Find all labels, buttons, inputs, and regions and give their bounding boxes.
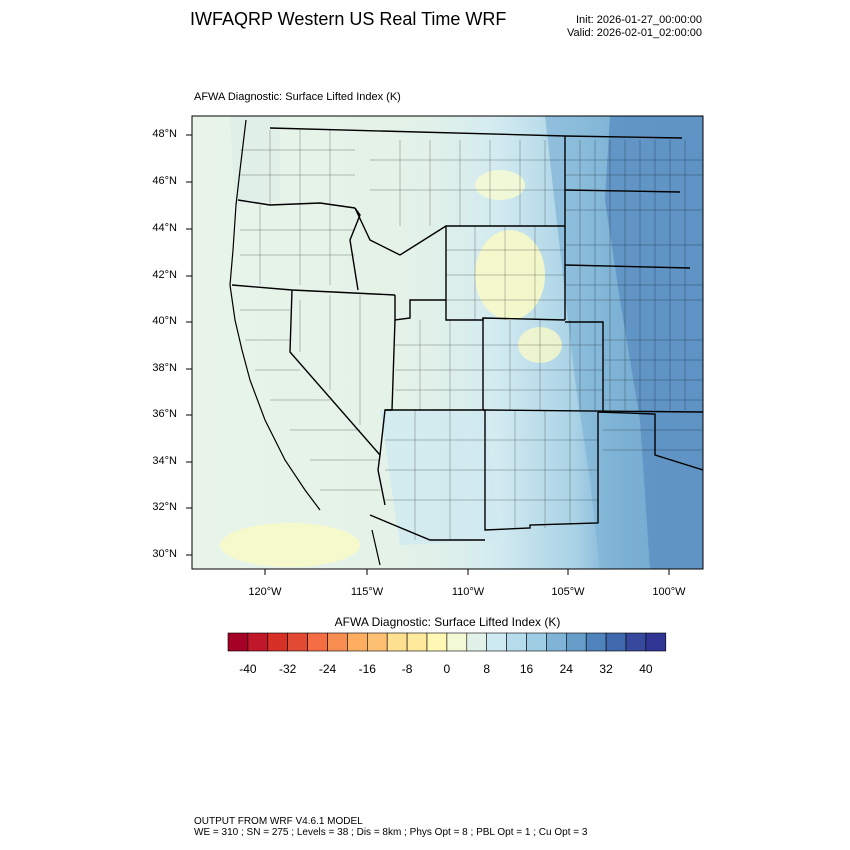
lon-label: 120°W <box>248 586 282 598</box>
lat-label: 36°N <box>152 408 177 420</box>
colorbar-box <box>247 632 269 652</box>
colorbar-box <box>466 632 487 652</box>
lon-label: 100°W <box>652 586 686 598</box>
lat-label: 30°N <box>152 548 177 560</box>
init-time: Init: 2026-01-27_00:00:00 <box>576 14 702 26</box>
colorbar-label: -8 <box>401 662 413 676</box>
colorbar-box <box>386 632 408 652</box>
lat-label: 38°N <box>152 362 177 374</box>
colorbar-box <box>327 632 348 652</box>
colorbar-title: AFWA Diagnostic: Surface Lifted Index (K… <box>334 615 561 629</box>
map-frame <box>191 115 704 570</box>
lifted-index-field <box>192 116 703 569</box>
colorbar-label: -32 <box>279 662 297 676</box>
colorbar-box <box>446 632 468 652</box>
lat-label: 40°N <box>152 315 177 327</box>
colorbar-label: 24 <box>559 662 573 676</box>
colorbar-box <box>565 632 587 652</box>
county-borders <box>240 130 703 540</box>
colorbar-box <box>506 632 527 652</box>
colorbar-label: -16 <box>358 662 376 676</box>
map-subtitle: AFWA Diagnostic: Surface Lifted Index (K… <box>194 91 401 103</box>
lon-label: 115°W <box>350 586 384 598</box>
colorbar-label: 8 <box>483 662 491 676</box>
colorbar-box <box>406 632 428 652</box>
lat-label: 48°N <box>152 128 177 140</box>
colorbar-box <box>307 632 328 652</box>
colorbar-box <box>625 632 647 652</box>
footer-options: WE = 310 ; SN = 275 ; Levels = 38 ; Dis … <box>194 827 588 838</box>
colorbar-box <box>287 632 308 652</box>
colorbar-box <box>267 632 288 652</box>
valid-time: Valid: 2026-02-01_02:00:00 <box>567 27 702 39</box>
lat-label: 44°N <box>152 222 177 234</box>
colorbar-box <box>486 632 507 652</box>
lat-label: 32°N <box>152 501 177 513</box>
footer-model: OUTPUT FROM WRF V4.6.1 MODEL <box>194 816 363 827</box>
colorbar-label: 16 <box>519 662 534 676</box>
lat-label: 42°N <box>152 269 177 281</box>
plot-title: IWFAQRP Western US Real Time WRF <box>190 9 507 29</box>
lat-label: 46°N <box>152 175 177 187</box>
lon-label: 110°W <box>451 586 485 598</box>
init-valid-times: Init: 2026-01-27_00:00:00 Valid: 2026-02… <box>567 14 702 40</box>
colorbar-label: -40 <box>239 662 257 676</box>
lat-label: 34°N <box>152 455 177 467</box>
colorbar-box <box>366 632 388 652</box>
colorbar-box <box>605 632 627 652</box>
colorbar-label: 40 <box>639 662 653 676</box>
colorbar-box <box>546 632 567 652</box>
colorbar-box <box>227 632 249 652</box>
colorbar-box <box>645 632 667 652</box>
coastline <box>229 119 381 566</box>
colorbar <box>227 632 667 652</box>
lon-label: 105°W <box>551 586 585 598</box>
colorbar-box <box>526 632 547 652</box>
state-borders <box>231 127 703 541</box>
colorbar-box <box>347 632 368 652</box>
colorbar-box <box>426 632 448 652</box>
colorbar-label: 0 <box>443 662 451 676</box>
colorbar-label: 32 <box>599 662 613 676</box>
axis-ticks <box>186 134 670 575</box>
colorbar-label: -24 <box>318 662 337 676</box>
colorbar-box <box>585 632 607 652</box>
